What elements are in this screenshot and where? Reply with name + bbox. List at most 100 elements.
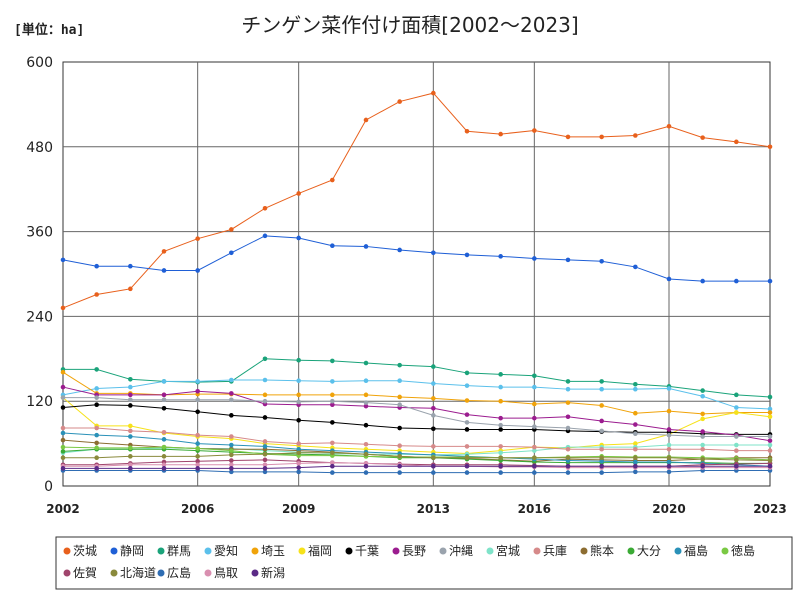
data-point xyxy=(161,392,167,398)
data-point xyxy=(195,397,200,403)
data-point xyxy=(633,446,638,452)
legend-label: 新潟 xyxy=(261,565,285,580)
data-point xyxy=(60,257,66,263)
data-point xyxy=(633,264,638,270)
data-point xyxy=(94,367,99,372)
data-point xyxy=(397,470,402,475)
data-point xyxy=(296,465,301,470)
data-point xyxy=(734,410,739,415)
data-point xyxy=(229,469,234,475)
data-point xyxy=(94,263,99,269)
data-point xyxy=(633,381,638,387)
data-point xyxy=(666,455,672,461)
data-point xyxy=(700,446,705,452)
data-point xyxy=(767,278,773,284)
legend-item: 北海道 xyxy=(110,565,156,580)
data-point xyxy=(229,397,234,403)
data-point xyxy=(94,440,99,446)
data-point xyxy=(229,377,234,383)
data-point xyxy=(330,379,335,384)
data-point xyxy=(464,412,470,417)
data-point xyxy=(700,135,705,140)
data-point xyxy=(229,434,234,439)
data-point xyxy=(161,462,167,468)
data-point xyxy=(229,458,234,463)
legend-label: 福岡 xyxy=(308,543,332,558)
data-point xyxy=(262,462,268,468)
data-point xyxy=(60,430,66,436)
data-point xyxy=(161,268,167,273)
data-point xyxy=(128,423,133,429)
data-point xyxy=(296,378,301,384)
data-point xyxy=(397,463,402,469)
data-point xyxy=(128,286,133,292)
data-point xyxy=(330,402,335,408)
legend-marker xyxy=(392,547,400,555)
data-point xyxy=(363,463,369,469)
legend-label: 大分 xyxy=(637,544,661,558)
data-point xyxy=(262,444,268,449)
data-point xyxy=(700,442,705,448)
series-line xyxy=(63,465,770,469)
data-point xyxy=(330,392,335,398)
legend-marker xyxy=(533,547,541,555)
data-point xyxy=(532,384,537,390)
x-tick-label: 2016 xyxy=(518,502,551,516)
data-point xyxy=(330,398,335,404)
data-point xyxy=(565,446,571,452)
legend-item: 熊本 xyxy=(580,543,614,558)
data-point xyxy=(633,422,638,427)
legend-label: 宮城 xyxy=(496,543,520,558)
x-axis-tick-labels: 2002 2006 2009 2013 2016 2020 2023 xyxy=(46,502,786,516)
data-point xyxy=(767,458,773,463)
data-point xyxy=(195,389,200,394)
data-point xyxy=(431,463,436,469)
series-line xyxy=(63,397,770,438)
data-point xyxy=(161,437,167,442)
chart-unit-label: [単位：ha] xyxy=(14,22,84,38)
data-point xyxy=(734,448,739,453)
legend-marker xyxy=(627,547,635,555)
data-point xyxy=(666,442,672,448)
data-point xyxy=(734,434,739,439)
data-point xyxy=(767,448,773,453)
series-line xyxy=(62,92,771,309)
legend-item: 兵庫 xyxy=(533,544,567,558)
data-point xyxy=(229,448,234,453)
data-point xyxy=(296,357,301,363)
legend-marker xyxy=(157,569,165,577)
data-point xyxy=(498,422,503,428)
legend-marker xyxy=(251,547,259,555)
series-line xyxy=(62,371,770,415)
data-point xyxy=(262,451,268,457)
series-line xyxy=(62,404,770,435)
data-point xyxy=(767,144,773,150)
data-point xyxy=(363,360,369,366)
data-point xyxy=(128,434,133,439)
legend-label: 兵庫 xyxy=(543,544,567,558)
series-line xyxy=(62,448,770,464)
data-point xyxy=(363,392,369,398)
plot-area xyxy=(62,61,771,487)
data-point xyxy=(229,462,234,468)
legend-box xyxy=(55,536,793,590)
data-point xyxy=(195,466,200,471)
data-point xyxy=(229,466,234,471)
legend-marker xyxy=(580,547,588,555)
legend-label: 沖縄 xyxy=(449,543,473,558)
data-point xyxy=(431,381,436,386)
legend-label: 千葉 xyxy=(355,544,379,558)
data-point xyxy=(94,432,99,438)
legend-item: 埼玉 xyxy=(251,544,285,558)
data-point xyxy=(666,446,672,452)
data-point xyxy=(229,442,234,448)
series-5 xyxy=(60,369,773,417)
legend-label: 群馬 xyxy=(167,544,191,558)
data-point xyxy=(498,427,503,432)
data-point xyxy=(195,236,200,241)
legend-marker xyxy=(298,547,306,555)
data-point xyxy=(363,403,369,409)
legend-label: 埼玉 xyxy=(261,544,285,558)
data-point xyxy=(666,427,672,432)
data-point xyxy=(532,128,537,133)
